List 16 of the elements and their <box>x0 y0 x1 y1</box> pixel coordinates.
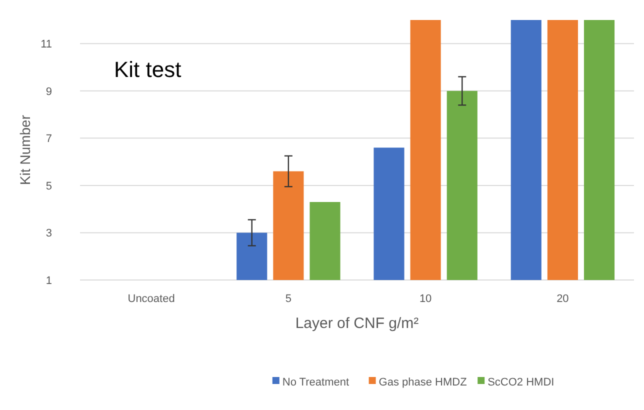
y-tick-label: 7 <box>46 133 52 146</box>
x-axis-title: Layer of CNF g/m² <box>295 315 419 332</box>
y-tick-label: 5 <box>46 180 52 192</box>
legend-label: No Treatment <box>282 376 350 388</box>
y-tick-label: 1 <box>46 274 52 287</box>
x-tick-label: 10 <box>419 293 432 305</box>
y-tick-label: 3 <box>46 228 52 240</box>
y-tick-label: 11 <box>40 38 52 50</box>
x-tick-label: Uncoated <box>128 293 175 305</box>
x-tick-label: 5 <box>285 293 292 305</box>
y-axis-title: Kit Number <box>17 114 33 186</box>
y-tick-label: 9 <box>46 86 52 98</box>
legend-label: ScCO2 HMDI <box>488 376 554 388</box>
text: Kit test <box>114 57 182 82</box>
x-tick-label: 20 <box>556 293 569 305</box>
legend-label: Gas phase HMDZ <box>378 376 468 388</box>
